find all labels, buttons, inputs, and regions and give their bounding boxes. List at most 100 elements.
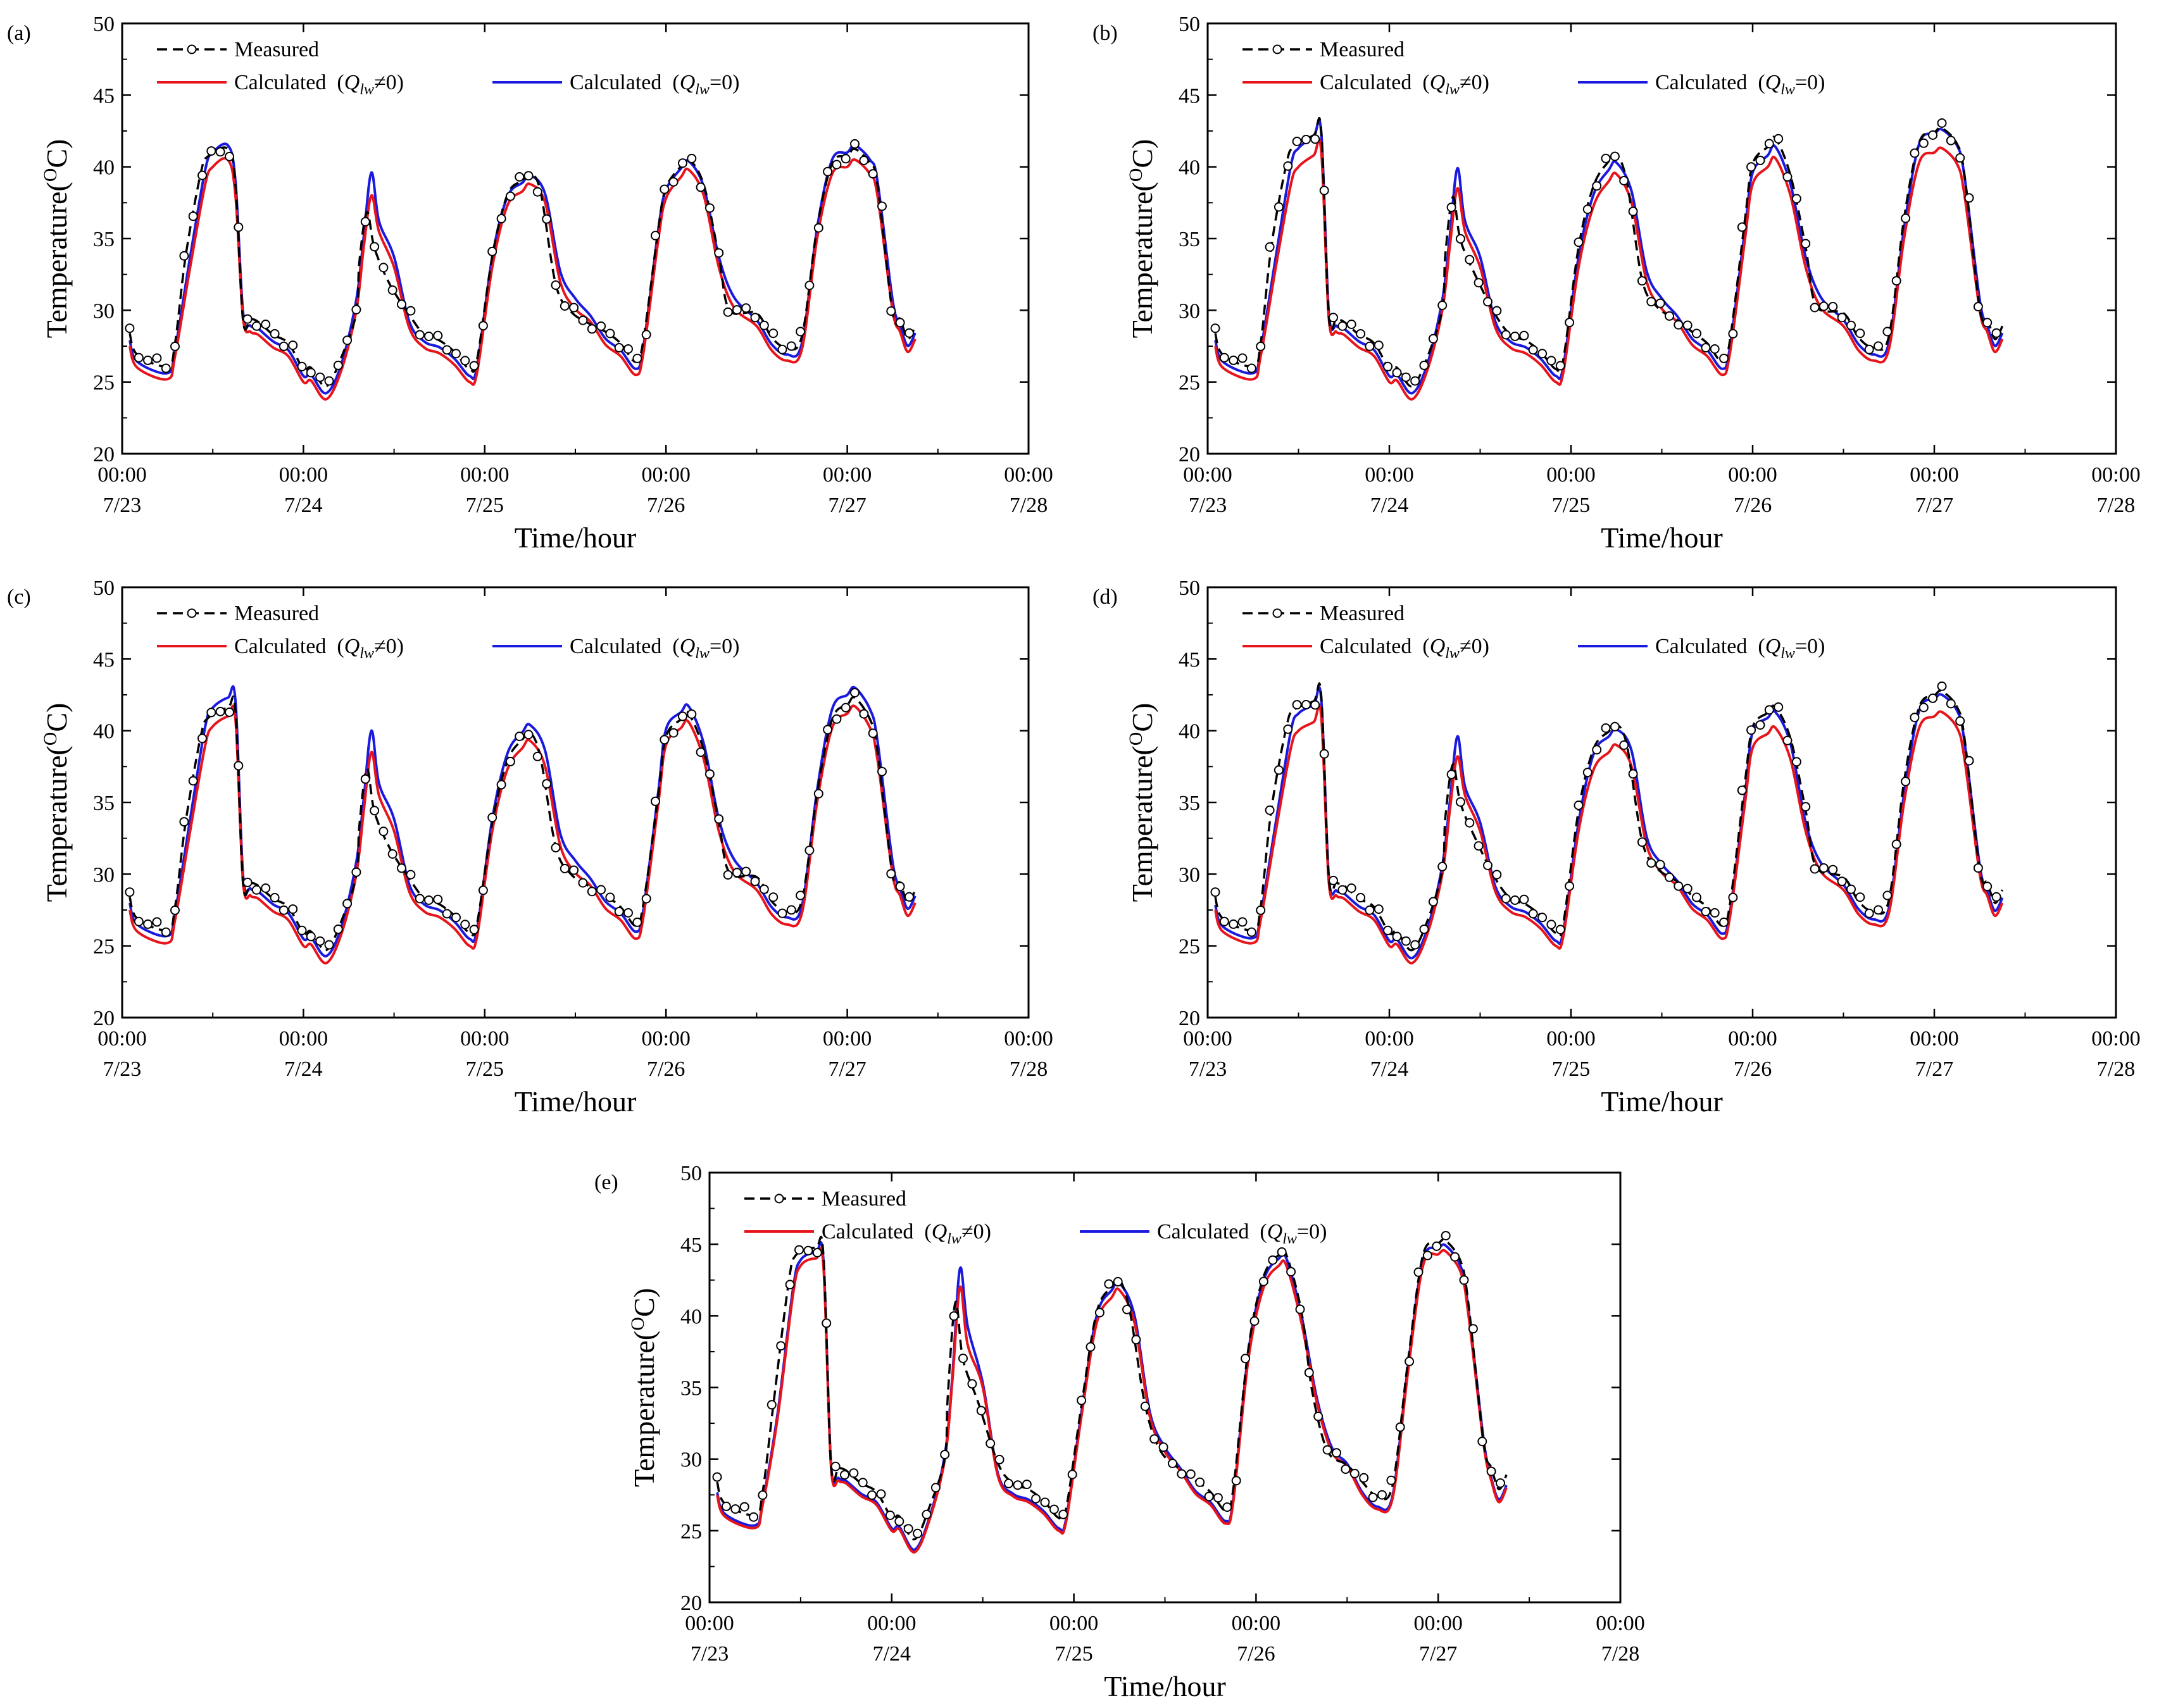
measured-point [234, 222, 244, 232]
measured-point [632, 353, 642, 363]
measured-point [768, 892, 779, 902]
measured-point [796, 890, 806, 901]
legend-calc-zero-label: Calculated (Qlw=0) [1655, 635, 1825, 662]
y-tick-label: 50 [1179, 13, 1200, 36]
y-tick-label: 25 [1179, 371, 1200, 395]
measured-point [1067, 1469, 1077, 1480]
measured-point [342, 899, 353, 909]
measured-point [1273, 765, 1284, 775]
measured-point [1701, 343, 1711, 352]
measured-point [578, 315, 588, 325]
x-tick-date: 7/23 [1189, 494, 1227, 517]
measured-point [505, 756, 515, 766]
measured-point [415, 330, 425, 340]
measured-point [1982, 882, 1993, 892]
panel-label: (e) [594, 1171, 618, 1194]
measured-point [1846, 884, 1856, 894]
measured-point [1501, 894, 1511, 904]
measured-point [1131, 1335, 1141, 1345]
measured-point [306, 932, 316, 942]
measured-point [877, 766, 887, 776]
measured-point [813, 789, 823, 799]
measured-point [614, 907, 624, 916]
measured-point [1510, 895, 1520, 905]
measured-point [1432, 1241, 1442, 1251]
x-tick-time: 00:00 [2091, 1027, 2140, 1050]
x-tick-date: 7/24 [284, 494, 322, 517]
measured-point [1310, 134, 1320, 144]
measured-point [1383, 361, 1393, 371]
legend-measured-label: Measured [1320, 38, 1405, 61]
x-tick-time: 00:00 [641, 463, 690, 487]
y-tick-label: 50 [1179, 577, 1200, 600]
measured-point [1446, 770, 1456, 780]
measured-point [1828, 302, 1838, 311]
measured-point [759, 884, 769, 894]
measured-point [1982, 318, 1993, 328]
x-axis-title: Time/hour [515, 521, 637, 554]
measured-point [1991, 328, 2001, 338]
measured-point [532, 187, 542, 197]
measured-point [1891, 839, 1901, 849]
x-tick-time: 00:00 [460, 463, 509, 487]
y-tick-label: 40 [93, 156, 115, 180]
measured-point [1973, 302, 1983, 312]
measured-point [1674, 881, 1684, 891]
measured-point [351, 304, 361, 315]
measured-point [1764, 705, 1774, 715]
measured-point [1359, 1473, 1369, 1483]
series-measured-line [128, 146, 917, 388]
measured-point [505, 191, 515, 201]
measured-point [487, 246, 498, 256]
measured-point [225, 708, 234, 717]
y-tick-label: 25 [1179, 935, 1200, 959]
measured-point [867, 1490, 877, 1500]
y-tick-label: 35 [93, 792, 115, 815]
measured-point [1258, 1276, 1268, 1287]
measured-point [1395, 1422, 1405, 1432]
measured-point [161, 363, 171, 373]
measured-point [1149, 1434, 1160, 1444]
measured-point [242, 314, 253, 324]
measured-point [1901, 213, 1911, 223]
measured-point [1791, 194, 1801, 204]
x-tick-date: 7/28 [2097, 494, 2135, 517]
measured-point [1801, 802, 1811, 812]
series-measured-line [128, 695, 917, 952]
y-tick-label: 45 [93, 84, 115, 108]
measured-point [721, 1501, 731, 1511]
x-tick-time: 00:00 [1728, 463, 1777, 487]
y-tick-label: 45 [1179, 648, 1200, 671]
measured-point [242, 877, 253, 887]
measured-point [1937, 118, 1947, 128]
y-tick-label: 20 [93, 443, 115, 466]
measured-point [1474, 278, 1484, 288]
measured-point [387, 849, 397, 859]
x-tick-time: 00:00 [641, 1027, 690, 1050]
measured-point [1419, 360, 1429, 370]
measured-point [1077, 1395, 1087, 1406]
measured-point [1486, 1466, 1496, 1476]
measured-point [1737, 785, 1747, 795]
x-tick-time: 00:00 [2091, 463, 2140, 487]
measured-point [1241, 1354, 1251, 1364]
measured-point [1237, 917, 1248, 927]
measured-point [922, 1509, 932, 1519]
measured-point [179, 251, 189, 261]
measured-point [1528, 909, 1538, 919]
x-tick-time: 00:00 [460, 1027, 509, 1050]
measured-point [830, 1461, 841, 1471]
measured-point [315, 372, 325, 382]
measured-point [270, 893, 280, 902]
measured-point [668, 728, 679, 738]
measured-point [641, 894, 651, 904]
y-tick-label: 30 [93, 863, 115, 887]
x-tick-time: 00:00 [97, 463, 146, 487]
y-tick-label: 20 [1179, 443, 1200, 466]
x-tick-time: 00:00 [1728, 1027, 1777, 1050]
legend-calc-nonzero-label: Calculated (Qlw≠0) [234, 71, 404, 98]
measured-point [143, 919, 153, 929]
measured-point [333, 924, 343, 934]
measured-point [1419, 924, 1429, 934]
y-axis-title: Temperature(OC) [40, 139, 73, 339]
